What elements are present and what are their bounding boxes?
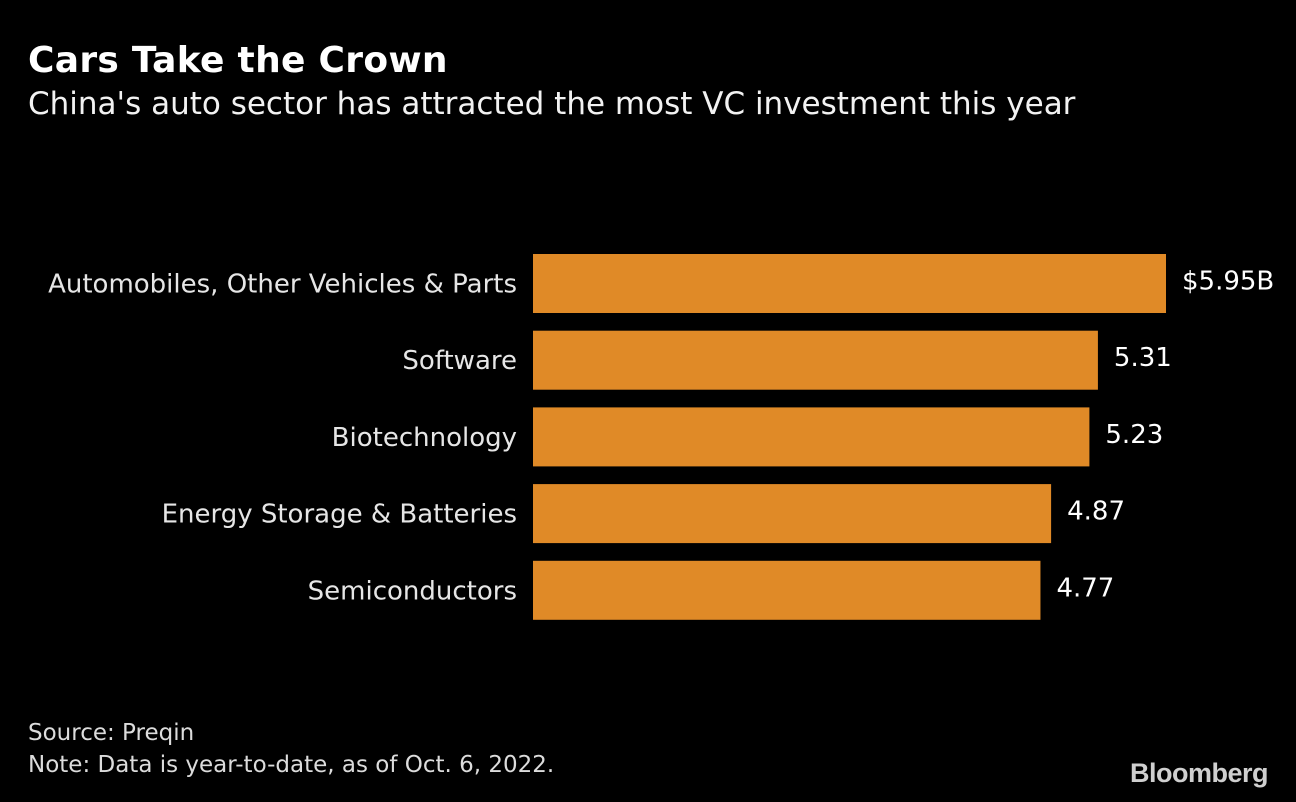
- data-note: Note: Data is year-to-date, as of Oct. 6…: [28, 752, 555, 778]
- bar-0: [533, 254, 1166, 313]
- source-note: Source: Preqin: [28, 720, 195, 746]
- category-label-0: Automobiles, Other Vehicles & Parts: [48, 270, 517, 300]
- bar-2: [533, 407, 1090, 467]
- category-label-1: Software: [402, 346, 517, 376]
- category-label-3: Energy Storage & Batteries: [162, 500, 517, 530]
- bar-3: [533, 484, 1052, 544]
- value-label-1: 5.31: [1114, 343, 1172, 373]
- chart-title: Cars Take the Crown: [28, 40, 448, 81]
- bloomberg-logo: Bloomberg: [1129, 758, 1269, 788]
- bar-4: [533, 560, 1041, 620]
- bar-1: [533, 330, 1098, 390]
- value-label-4: 4.77: [1056, 573, 1114, 603]
- value-label-0: $5.95B: [1182, 267, 1274, 297]
- value-label-3: 4.87: [1067, 497, 1125, 527]
- category-label-2: Biotechnology: [332, 423, 517, 453]
- value-label-2: 5.23: [1105, 420, 1163, 450]
- category-label-4: Semiconductors: [308, 576, 517, 606]
- chart-subtitle: China's auto sector has attracted the mo…: [28, 86, 1076, 122]
